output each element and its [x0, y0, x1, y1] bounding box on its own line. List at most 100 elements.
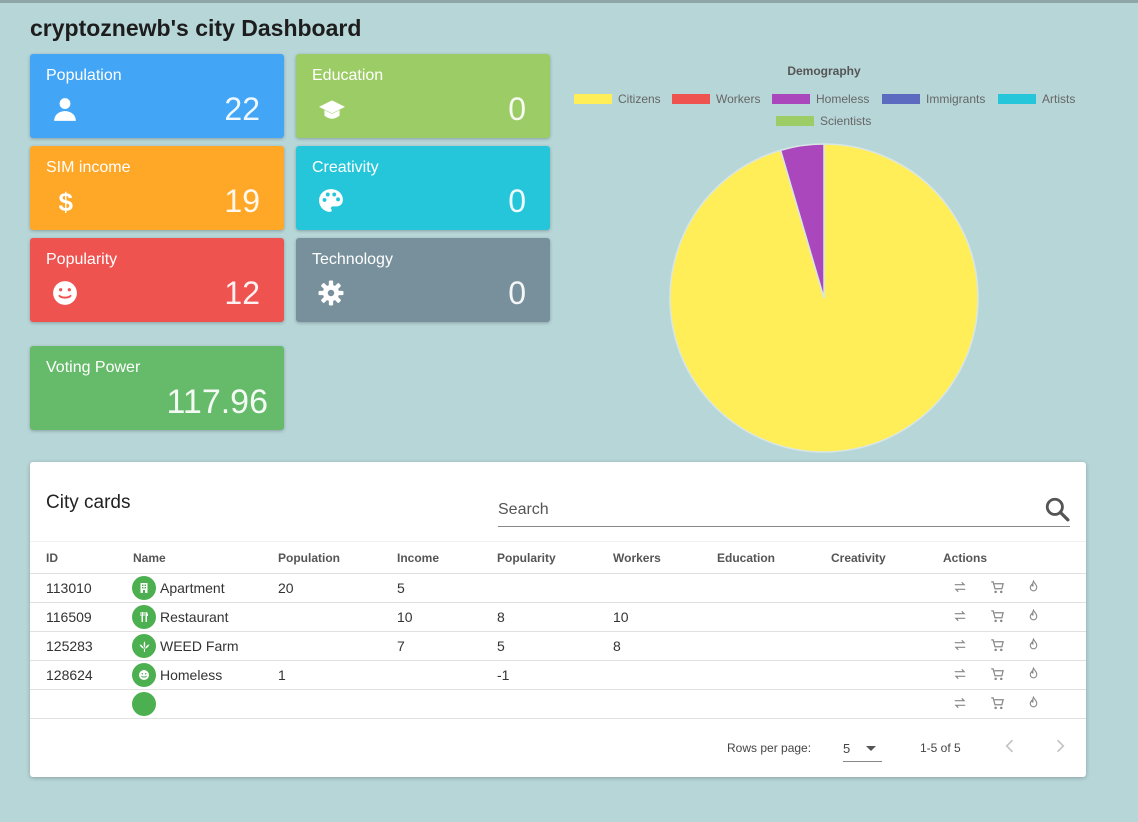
burn-icon[interactable] — [1027, 580, 1043, 596]
cell-education — [701, 573, 815, 603]
legend-swatch-artists[interactable] — [998, 94, 1036, 104]
transfer-icon[interactable] — [953, 580, 969, 596]
burn-icon[interactable] — [1027, 696, 1043, 712]
cell-id: 125283 — [30, 631, 117, 661]
cell-population — [262, 689, 381, 719]
column-header-creativity[interactable]: Creativity — [815, 541, 927, 574]
legend-label-artists[interactable]: Artists — [1042, 92, 1075, 106]
cell-id: 116509 — [30, 602, 117, 632]
transfer-icon[interactable] — [953, 696, 969, 712]
page-title: cryptoznewb's city Dashboard — [30, 15, 362, 41]
population-card: Population 22 — [30, 54, 284, 138]
person-icon — [54, 98, 76, 121]
table-row[interactable] — [30, 689, 1086, 719]
table-row[interactable]: 113010 Apartment 20 5 — [30, 573, 1086, 603]
column-header-actions[interactable]: Actions — [927, 541, 1086, 574]
voting-power-value: 117.96 — [166, 383, 268, 421]
cart-icon[interactable] — [990, 580, 1006, 596]
transfer-icon[interactable] — [953, 609, 969, 625]
voting-power-card: Voting Power 117.96 — [30, 346, 284, 430]
pagination-range: 1-5 of 5 — [920, 741, 961, 755]
cell-name: WEED Farm — [117, 631, 262, 661]
palette-icon — [319, 189, 343, 212]
technology-card: Technology 0 — [296, 238, 550, 322]
sim-income-value: 19 — [224, 183, 260, 219]
sim-income-label: SIM income — [46, 159, 131, 176]
cart-icon[interactable] — [990, 638, 1006, 654]
dollar-icon: $ — [59, 188, 74, 214]
education-card: Education 0 — [296, 54, 550, 138]
legend-swatch-immigrants[interactable] — [882, 94, 920, 104]
legend-label-immigrants[interactable]: Immigrants — [926, 92, 985, 106]
creativity-value: 0 — [508, 183, 526, 219]
cell-popularity: -1 — [481, 660, 597, 690]
cell-population — [262, 631, 381, 661]
cell-actions — [927, 631, 1086, 661]
cart-icon[interactable] — [990, 609, 1006, 625]
cart-icon[interactable] — [990, 667, 1006, 683]
cell-population: 1 — [262, 660, 381, 690]
cell-popularity: 8 — [481, 602, 597, 632]
cell-creativity — [815, 660, 927, 690]
cell-education — [701, 631, 815, 661]
burn-icon[interactable] — [1027, 667, 1043, 683]
cell-workers: 10 — [597, 602, 701, 632]
card-name: Apartment — [160, 580, 225, 596]
cell-workers — [597, 660, 701, 690]
chevron-left-icon[interactable] — [1000, 736, 1020, 756]
table-row[interactable]: 128624 Homeless 1 -1 — [30, 660, 1086, 690]
card-name: WEED Farm — [160, 638, 239, 654]
creativity-card: Creativity 0 — [296, 146, 550, 230]
column-header-education[interactable]: Education — [701, 541, 815, 574]
cell-id: 128624 — [30, 660, 117, 690]
legend-label-scientists[interactable]: Scientists — [820, 114, 871, 128]
column-header-population[interactable]: Population — [262, 541, 381, 574]
rows-per-page-select[interactable]: 5 — [843, 734, 882, 762]
cell-income — [381, 689, 481, 719]
transfer-icon[interactable] — [953, 667, 969, 683]
building-icon — [132, 576, 156, 600]
legend-swatch-homeless[interactable] — [772, 94, 810, 104]
city-cards-table: ID Name Population Income Popularity Workers E… — [30, 541, 1086, 719]
cell-workers: 8 — [597, 631, 701, 661]
legend-label-homeless[interactable]: Homeless — [816, 92, 869, 106]
search-box — [498, 492, 1070, 527]
cart-icon[interactable] — [990, 696, 1006, 712]
cell-education — [701, 602, 815, 632]
cell-actions — [927, 573, 1086, 603]
creativity-label: Creativity — [312, 159, 379, 176]
legend-label-workers[interactable]: Workers — [716, 92, 760, 106]
burn-icon[interactable] — [1027, 638, 1043, 654]
search-input[interactable] — [498, 492, 1018, 522]
pie-slice-homeless[interactable] — [779, 143, 825, 299]
cell-workers — [597, 573, 701, 603]
legend-swatch-workers[interactable] — [672, 94, 710, 104]
cell-actions — [927, 660, 1086, 690]
table-header-row: ID Name Population Income Popularity Workers E… — [30, 541, 1086, 574]
cell-actions — [927, 689, 1086, 719]
demography-chart: Demography Citizens Workers Homeless Immigr… — [560, 53, 1090, 453]
column-header-income[interactable]: Income — [381, 541, 481, 574]
transfer-icon[interactable] — [953, 638, 969, 654]
chart-title: Demography — [787, 64, 861, 78]
column-header-popularity[interactable]: Popularity — [481, 541, 597, 574]
table-row[interactable]: 125283 WEED Farm 7 5 8 — [30, 631, 1086, 661]
column-header-name[interactable]: Name — [117, 541, 262, 574]
population-label: Population — [46, 67, 122, 84]
table-row[interactable]: 116509 Restaurant 10 8 10 — [30, 602, 1086, 632]
cell-name — [117, 689, 262, 719]
chevron-right-icon[interactable] — [1050, 736, 1070, 756]
column-header-workers[interactable]: Workers — [597, 541, 701, 574]
cell-income: 5 — [381, 573, 481, 603]
cell-income — [381, 660, 481, 690]
search-icon[interactable] — [1044, 496, 1070, 522]
rows-per-page-value: 5 — [843, 741, 851, 756]
column-header-id[interactable]: ID — [30, 541, 117, 574]
legend-label-citizens[interactable]: Citizens — [618, 92, 661, 106]
gear-icon — [318, 280, 344, 306]
burn-icon[interactable] — [1027, 609, 1043, 625]
cell-education — [701, 660, 815, 690]
legend-swatch-citizens[interactable] — [574, 94, 612, 104]
technology-label: Technology — [312, 251, 393, 268]
legend-swatch-scientists[interactable] — [776, 116, 814, 126]
